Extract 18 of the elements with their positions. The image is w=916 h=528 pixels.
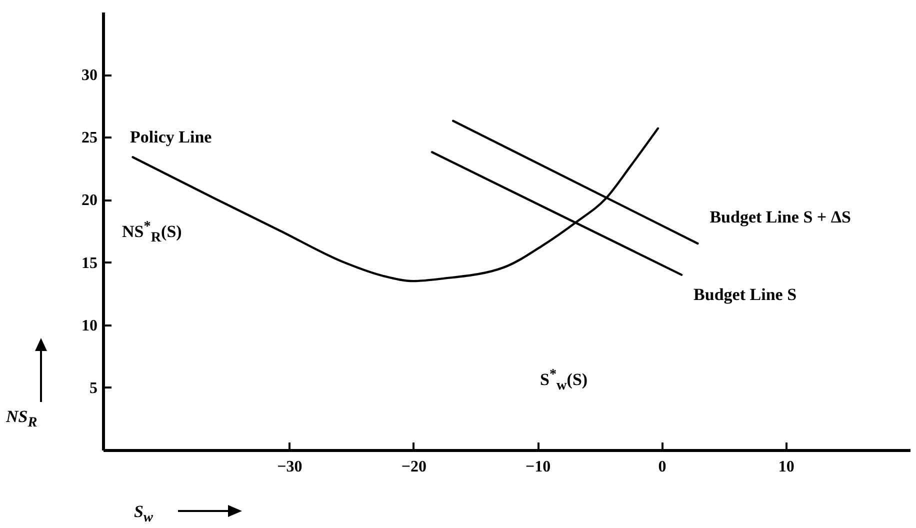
annotation: NS$^{*}$$_{R}$(S) [122, 218, 182, 246]
x-tick-label: 0 [658, 458, 666, 476]
y-tick-label: 10 [82, 317, 98, 334]
y-tick-label: 15 [82, 254, 98, 272]
annotation: Policy Line [130, 128, 212, 146]
series-label: Budget Line S [694, 284, 797, 304]
y-axis-title: NS$_{R}$ [6, 407, 38, 430]
x-tick-label: 10 [778, 458, 794, 476]
series-label: Budget Line S + ΔS [710, 208, 851, 227]
y-tick-label: 25 [82, 130, 98, 147]
x-tick-label: −10 [525, 458, 551, 476]
annotation: S$^{*}$$_{w}$(S) [540, 366, 588, 394]
x-tick-label: −30 [277, 458, 302, 476]
y-tick-label: 5 [90, 380, 98, 397]
x-tick-label: −20 [401, 458, 426, 476]
y-tick-label: 30 [82, 67, 98, 84]
y-tick-label: 20 [82, 192, 98, 210]
x-axis-title: S$_{w}$ [134, 502, 153, 526]
